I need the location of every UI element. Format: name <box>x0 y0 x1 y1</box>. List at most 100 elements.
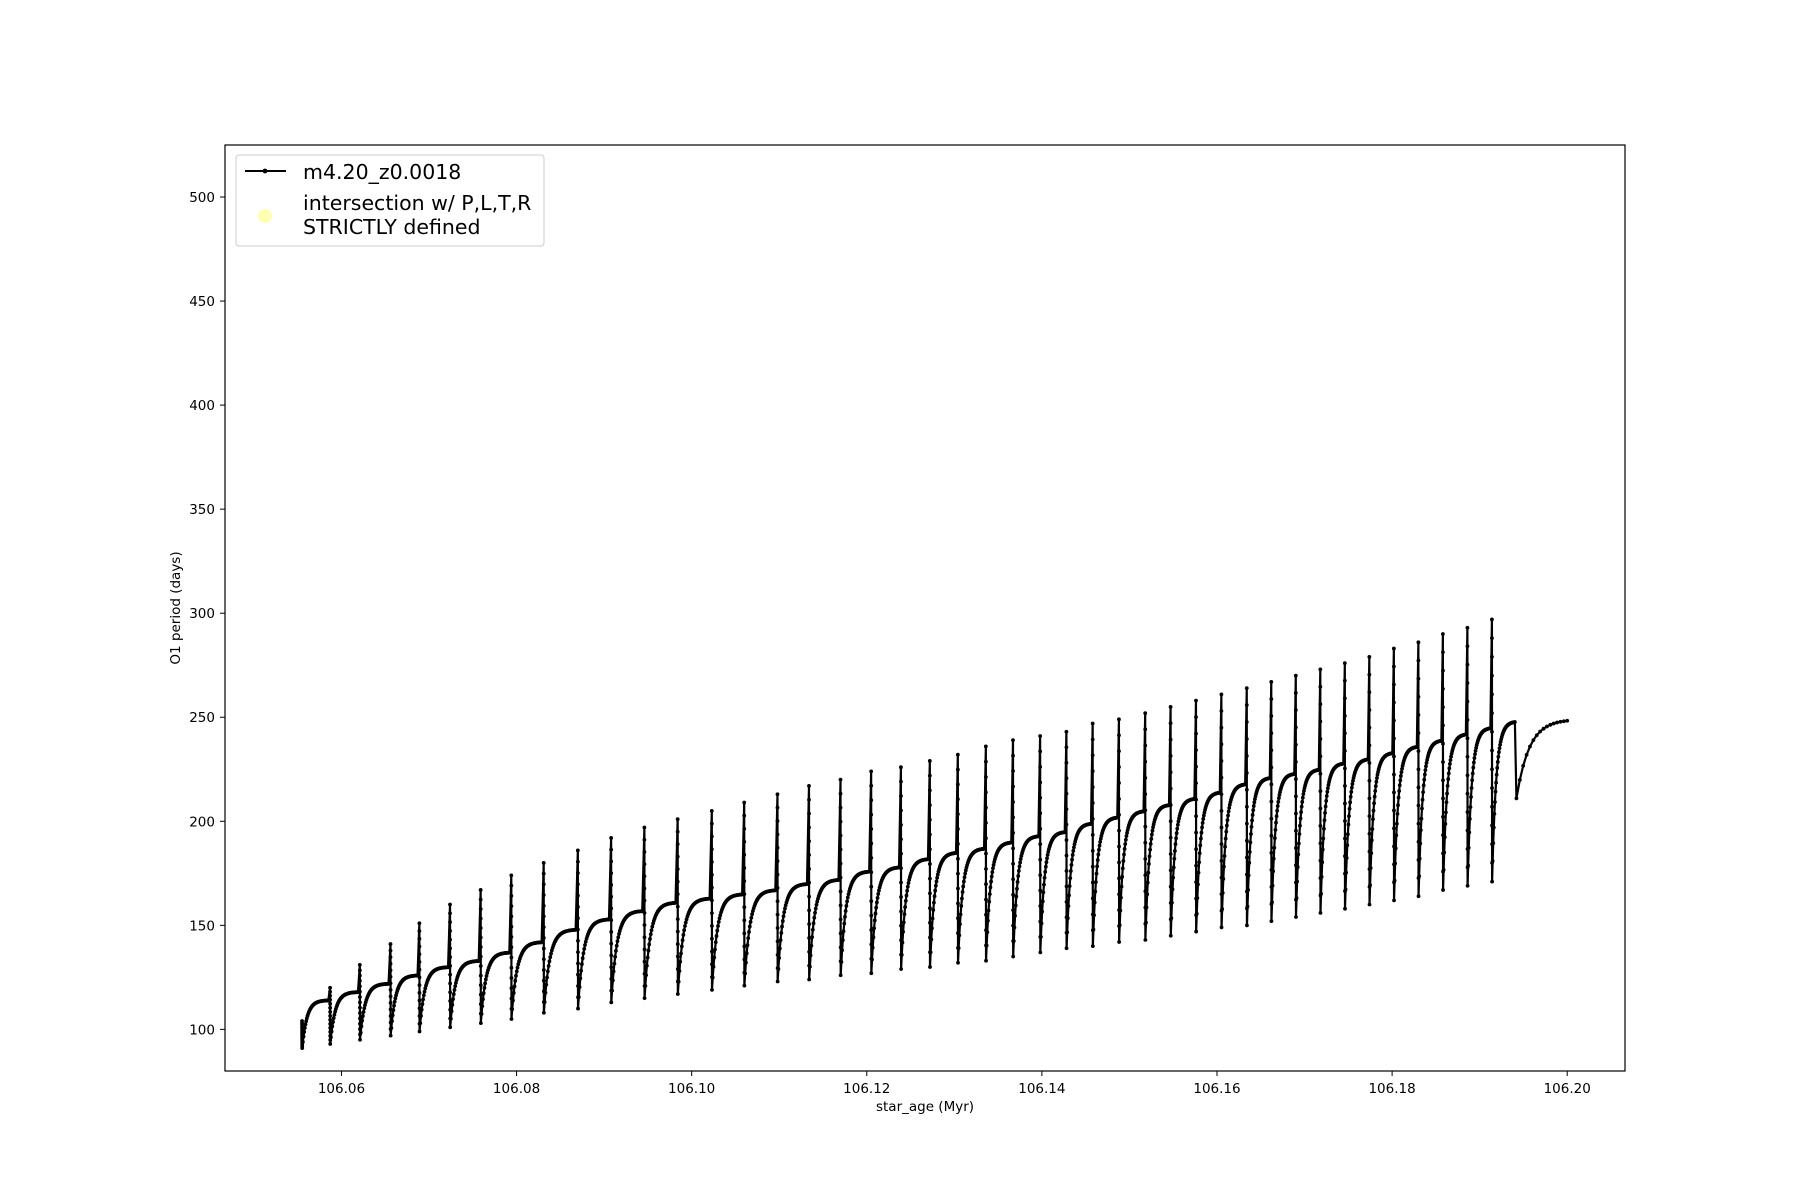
data-point <box>1398 778 1403 783</box>
data-point <box>1293 777 1298 781</box>
data-point <box>1391 664 1396 669</box>
data-point <box>1173 848 1177 853</box>
data-point <box>541 968 546 972</box>
data-point <box>807 866 811 871</box>
data-point <box>483 977 488 982</box>
data-point <box>675 842 680 847</box>
data-point <box>1038 826 1043 831</box>
data-point <box>1442 835 1447 840</box>
data-point <box>807 949 812 954</box>
data-point <box>1491 841 1496 846</box>
data-point <box>1124 834 1129 838</box>
data-point <box>1301 792 1306 796</box>
data-point <box>960 890 965 894</box>
data-point <box>1420 797 1425 802</box>
data-point <box>1441 778 1445 783</box>
data-point <box>331 1016 336 1020</box>
data-point <box>1143 808 1148 813</box>
data-point <box>1219 808 1224 813</box>
data-point <box>1013 913 1017 918</box>
data-point <box>1492 811 1497 816</box>
data-point <box>1374 779 1379 784</box>
data-point <box>1011 954 1016 959</box>
data-point <box>1219 925 1224 930</box>
data-point <box>328 993 332 998</box>
data-point <box>388 942 393 946</box>
data-point <box>1095 858 1100 862</box>
data-point <box>900 940 905 945</box>
data-point <box>1371 808 1376 813</box>
data-point <box>846 892 851 897</box>
data-point <box>448 999 453 1003</box>
data-point <box>710 975 715 980</box>
data-point <box>1195 896 1200 900</box>
data-point <box>838 791 843 796</box>
data-point <box>1367 831 1372 836</box>
data-point <box>1220 907 1225 911</box>
data-point <box>1272 845 1277 850</box>
data-point <box>1064 791 1069 796</box>
data-point <box>609 1000 614 1005</box>
data-point <box>583 943 587 947</box>
data-point <box>1349 789 1354 794</box>
data-point <box>1294 915 1298 919</box>
data-point <box>1322 818 1327 823</box>
data-point <box>775 859 780 864</box>
data-point <box>1043 864 1048 869</box>
data-point <box>873 911 878 916</box>
data-point <box>1292 772 1297 776</box>
data-point <box>1347 814 1351 818</box>
data-point <box>1016 868 1021 873</box>
data-point <box>576 927 580 932</box>
data-point <box>1442 850 1447 855</box>
data-point <box>509 955 514 960</box>
data-point <box>838 819 843 824</box>
data-point <box>678 959 683 964</box>
data-point <box>417 975 422 980</box>
data-point <box>1090 753 1095 758</box>
data-point <box>902 912 907 917</box>
y-tick-label: 200 <box>189 814 215 830</box>
data-point <box>1393 846 1398 851</box>
data-point <box>1495 765 1500 770</box>
data-point <box>1150 828 1155 833</box>
data-point <box>1441 888 1445 892</box>
data-point <box>904 893 909 898</box>
data-point <box>549 951 553 956</box>
data-point <box>1198 836 1203 841</box>
data-point <box>1064 946 1069 951</box>
data-point <box>1343 801 1347 806</box>
data-point <box>388 987 393 992</box>
data-point <box>642 947 647 952</box>
data-point <box>1199 830 1204 835</box>
data-point <box>1011 815 1015 820</box>
data-point <box>1367 761 1372 765</box>
data-point <box>1011 877 1016 882</box>
data-point <box>1251 808 1256 813</box>
data-point <box>955 752 960 757</box>
data-point <box>1417 874 1422 879</box>
data-point <box>1117 923 1122 928</box>
data-point <box>745 943 750 948</box>
data-point <box>575 882 580 887</box>
data-point <box>1175 822 1180 827</box>
data-point <box>1070 857 1074 862</box>
data-point <box>448 946 452 951</box>
y-tick-label: 500 <box>189 190 215 206</box>
data-point <box>1143 889 1148 894</box>
data-point <box>807 894 811 899</box>
data-point <box>984 866 988 871</box>
legend-frame <box>235 154 545 247</box>
data-point <box>1168 704 1173 709</box>
data-point <box>933 888 938 893</box>
data-point <box>642 850 647 854</box>
data-point <box>1375 772 1380 777</box>
data-point <box>1416 803 1421 808</box>
data-point <box>781 914 786 919</box>
data-point <box>1117 717 1121 722</box>
data-point <box>1168 737 1173 742</box>
data-point <box>1198 843 1203 848</box>
data-point <box>358 1005 362 1010</box>
data-point <box>1064 822 1069 827</box>
data-point <box>1221 876 1226 881</box>
